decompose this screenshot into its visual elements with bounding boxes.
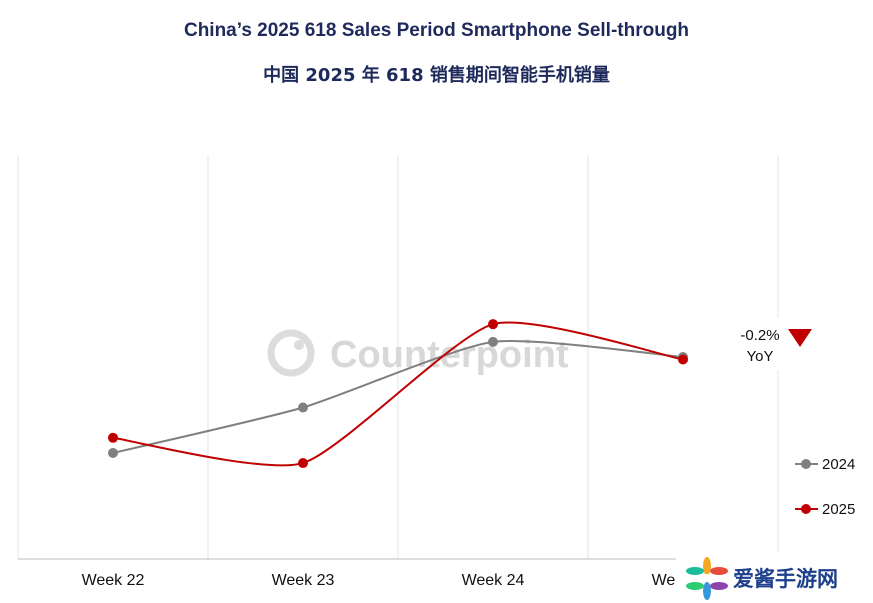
down-arrow-icon [788,329,812,347]
point-2024-week-24 [488,336,498,347]
watermark-logo-dot [294,340,304,350]
point-2024-week-23 [298,402,308,413]
chart-subtitle: 中国 2025 年 618 销售期间智能手机销量 [263,65,610,86]
counterpoint-watermark: Counterpoint [267,329,569,377]
series-line-2025 [112,321,684,467]
chart-title: China’s 2025 618 Sales Period Smartphone… [183,20,690,41]
legend-marker-2025 [801,504,811,514]
watermark-logo-icon [267,329,315,377]
yoy-label: YoY [747,348,774,365]
x-tick-label: Week 24 [462,572,525,589]
legend-label-2025: 2025 [822,501,855,518]
brand-text: 爱酱手游网 [733,567,838,591]
yoy-box [728,318,828,370]
point-2025-week-23 [298,458,308,469]
watermark-text: Counterpoint [330,334,569,376]
point-2024-week-22 [108,447,118,458]
yoy-annotation: -0.2% YoY [728,318,828,370]
legend-marker-2024 [801,459,811,469]
series-group [108,319,688,469]
x-tick-label: Week 23 [272,572,335,589]
legend-label-2024: 2024 [822,456,855,473]
legend: 2024 2025 [795,456,855,518]
brand-logo: 爱酱手游网 [676,552,873,603]
series-line-2024 [112,340,684,454]
point-2025-week-24 [488,319,498,330]
point-2025-week-22 [108,432,118,443]
x-tick-label: Week 22 [82,572,145,589]
point-2025-week-25 [678,354,688,365]
pinwheel-icon [686,557,728,600]
yoy-value: -0.2% [740,327,779,344]
